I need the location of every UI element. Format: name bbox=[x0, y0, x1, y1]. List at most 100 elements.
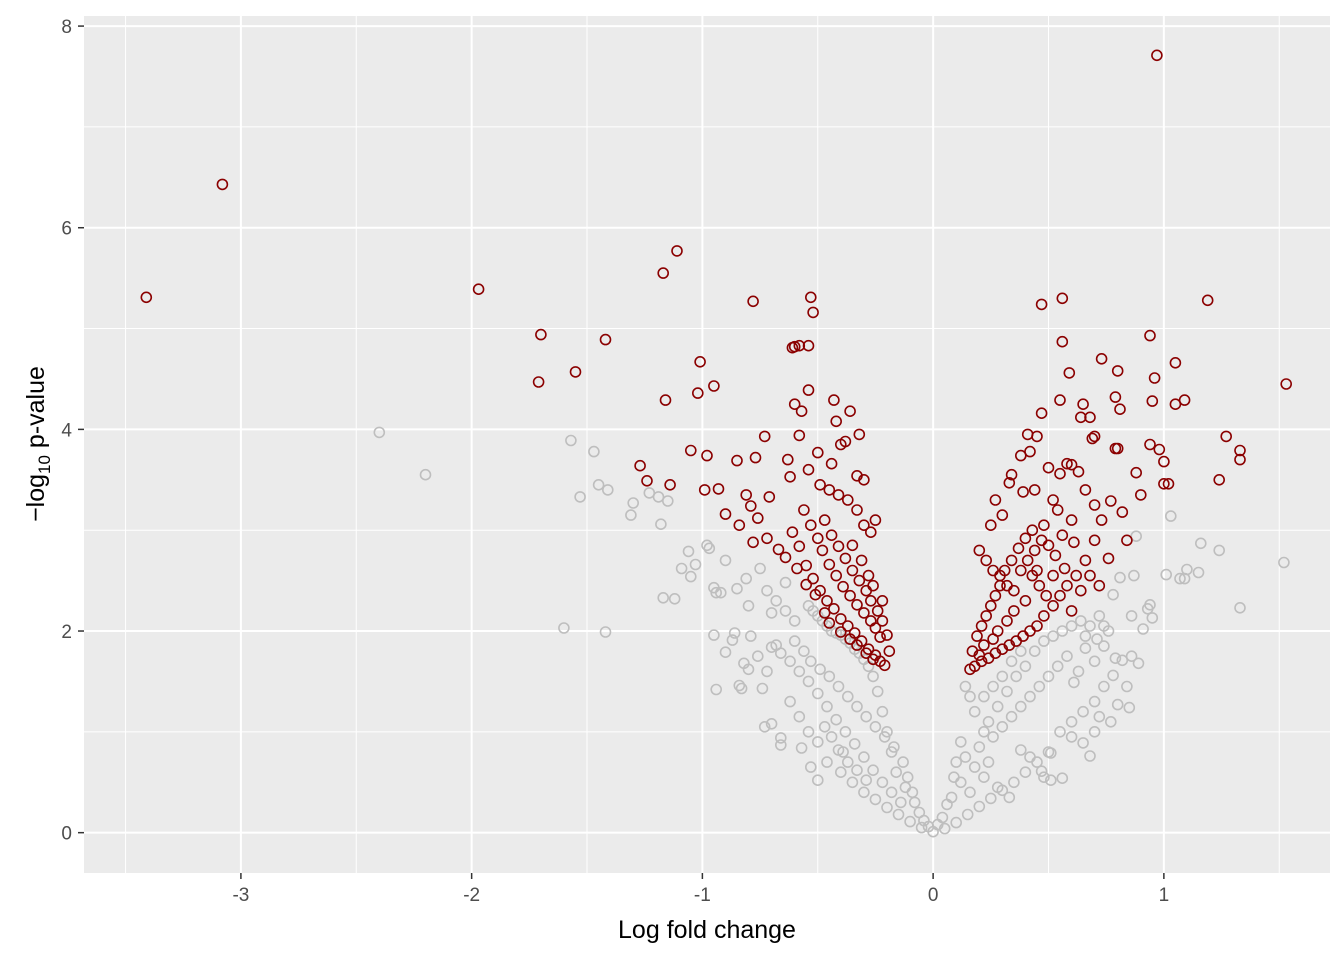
point-significant bbox=[1035, 407, 1048, 420]
point-not-significant bbox=[982, 715, 995, 728]
point-not-significant bbox=[1107, 588, 1119, 601]
point-not-significant bbox=[774, 739, 787, 751]
point-not-significant bbox=[871, 685, 884, 698]
point-not-significant bbox=[684, 570, 697, 583]
point-significant bbox=[781, 453, 794, 466]
y-axis-title: −log10 p-value bbox=[22, 366, 54, 522]
point-not-significant bbox=[1065, 731, 1078, 743]
point-not-significant bbox=[892, 808, 905, 821]
point-not-significant bbox=[1121, 680, 1133, 693]
point-not-significant bbox=[1014, 645, 1027, 658]
point-not-significant bbox=[1137, 623, 1149, 635]
point-significant bbox=[980, 554, 993, 567]
point-not-significant bbox=[1001, 685, 1013, 698]
point-significant bbox=[1051, 504, 1064, 516]
point-not-significant bbox=[1098, 680, 1110, 693]
point-significant bbox=[1047, 569, 1059, 582]
point-significant bbox=[1005, 554, 1018, 567]
point-significant bbox=[1116, 506, 1129, 518]
point-significant bbox=[816, 544, 829, 557]
point-significant bbox=[1072, 465, 1085, 478]
point-not-significant bbox=[841, 756, 854, 768]
point-not-significant bbox=[950, 756, 963, 768]
point-not-significant bbox=[703, 542, 716, 555]
point-not-significant bbox=[1079, 642, 1092, 655]
point-not-significant bbox=[832, 680, 845, 693]
point-significant bbox=[1088, 534, 1101, 547]
point-not-significant bbox=[588, 445, 600, 458]
point-not-significant bbox=[1077, 705, 1089, 718]
point-not-significant bbox=[881, 801, 893, 814]
point-significant bbox=[881, 629, 893, 641]
point-not-significant bbox=[744, 630, 757, 642]
point-significant bbox=[807, 306, 819, 319]
point-not-significant bbox=[1065, 620, 1078, 632]
point-significant bbox=[1031, 430, 1043, 443]
point-significant bbox=[1084, 569, 1096, 582]
point-not-significant bbox=[1130, 530, 1142, 543]
point-not-significant bbox=[834, 766, 847, 779]
x-tick-label: 1 bbox=[1159, 885, 1170, 906]
point-significant bbox=[1095, 514, 1108, 526]
point-significant bbox=[1201, 294, 1214, 307]
point-significant bbox=[1028, 544, 1041, 557]
point-not-significant bbox=[784, 655, 796, 668]
point-significant bbox=[876, 594, 889, 607]
point-not-significant bbox=[959, 680, 972, 693]
point-not-significant bbox=[1045, 774, 1057, 787]
point-not-significant bbox=[978, 771, 990, 784]
point-significant bbox=[804, 519, 817, 532]
point-significant bbox=[971, 630, 983, 642]
point-not-significant bbox=[1047, 630, 1059, 642]
point-significant bbox=[731, 454, 743, 467]
point-significant bbox=[1065, 458, 1078, 471]
point-significant bbox=[140, 291, 153, 304]
point-significant bbox=[823, 558, 836, 571]
point-not-significant bbox=[1105, 715, 1117, 728]
point-significant bbox=[871, 605, 884, 617]
y-tick-labels: 0 2 4 6 8 bbox=[61, 17, 72, 845]
point-significant bbox=[984, 599, 997, 612]
point-not-significant bbox=[973, 741, 986, 753]
x-tick-label: 0 bbox=[928, 885, 939, 906]
point-not-significant bbox=[814, 663, 826, 676]
point-not-significant bbox=[1088, 655, 1101, 668]
point-not-significant bbox=[599, 626, 612, 638]
y-tick-label: 2 bbox=[61, 622, 72, 643]
point-significant bbox=[786, 526, 799, 539]
point-significant bbox=[1121, 534, 1133, 547]
point-significant bbox=[1068, 536, 1080, 549]
point-significant bbox=[1088, 499, 1101, 511]
axis-ticks bbox=[78, 25, 1165, 879]
point-not-significant bbox=[876, 776, 889, 789]
point-significant bbox=[864, 526, 877, 539]
point-not-significant bbox=[719, 554, 732, 567]
point-significant bbox=[1017, 486, 1029, 498]
point-not-significant bbox=[774, 732, 787, 744]
point-significant bbox=[1158, 455, 1170, 468]
point-not-significant bbox=[592, 478, 605, 491]
point-not-significant bbox=[798, 645, 810, 658]
point-significant bbox=[1058, 562, 1071, 575]
point-not-significant bbox=[811, 687, 824, 700]
point-significant bbox=[719, 508, 732, 520]
point-not-significant bbox=[984, 792, 997, 805]
point-not-significant bbox=[851, 764, 863, 777]
point-significant bbox=[869, 514, 882, 526]
point-significant bbox=[851, 504, 863, 516]
major-gridlines bbox=[84, 16, 1330, 873]
point-not-significant bbox=[701, 539, 713, 552]
point-not-significant bbox=[860, 710, 873, 723]
point-significant bbox=[793, 540, 806, 553]
point-significant bbox=[834, 438, 847, 451]
point-significant bbox=[1070, 569, 1082, 582]
point-not-significant bbox=[574, 491, 586, 503]
point-not-significant bbox=[1008, 776, 1020, 789]
point-significant bbox=[712, 483, 725, 495]
point-not-significant bbox=[869, 720, 882, 733]
point-significant bbox=[830, 569, 843, 582]
point-not-significant bbox=[1035, 765, 1048, 778]
point-not-significant bbox=[765, 607, 778, 619]
point-not-significant bbox=[761, 665, 773, 678]
point-not-significant bbox=[728, 627, 741, 639]
